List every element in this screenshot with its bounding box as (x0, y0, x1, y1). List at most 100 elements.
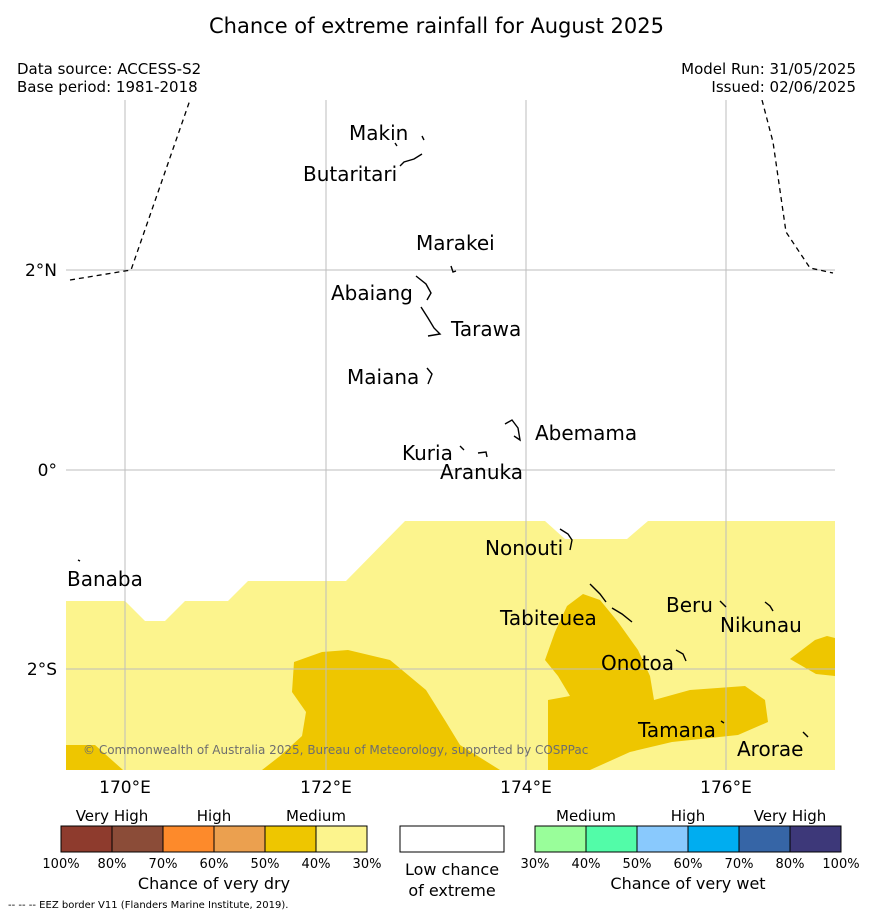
wet-tick: 80% (776, 857, 805, 872)
x-tick-label: 170°E (99, 778, 151, 798)
island-shape-banaba (77, 559, 81, 562)
model-run-text: Model Run: 31/05/2025 (681, 60, 856, 78)
neutral-legend: Low chance of extreme (399, 825, 505, 900)
dry-group-label: Very High (76, 807, 149, 825)
island-label-nikunau: Nikunau (720, 613, 802, 637)
issued-text: Issued: 02/06/2025 (711, 78, 856, 96)
legend: Very High High Medium 100% 80% 70% 60% 5… (42, 807, 860, 900)
island-shape-abaiang (415, 275, 432, 301)
wet-legend: Medium High Very High 30% 40% 50% 60% 70… (521, 807, 860, 893)
wet-swatches (534, 825, 842, 853)
island-shape-makin (394, 135, 425, 147)
island-label-tarawa: Tarawa (450, 317, 521, 341)
island-label-arorae: Arorae (737, 737, 803, 761)
island-shape-beru (719, 600, 727, 608)
wet-swatch (738, 825, 791, 853)
map-title: Chance of extreme rainfall for August 20… (209, 14, 664, 38)
eez-footnote: -- -- -- EEZ border V11 (Flanders Marine… (8, 900, 289, 911)
wet-group-label: High (671, 807, 705, 825)
medium-dry-40-50-region-east (545, 594, 768, 770)
wet-tick: 30% (521, 857, 550, 872)
island-shape-kuria (459, 445, 488, 458)
dry-tick: 80% (98, 857, 127, 872)
dry-swatch (162, 825, 215, 853)
eez-border (69, 100, 834, 281)
island-labels: Makin Butaritari Marakei Abaiang Tarawa … (67, 121, 803, 761)
axis-labels: 170°E 172°E 174°E 176°E 2°N 0° 2°S (25, 261, 752, 798)
wet-tick: 40% (572, 857, 601, 872)
island-label-butaritari: Butaritari (303, 162, 397, 186)
island-label-tabiteuea: Tabiteuea (499, 606, 597, 630)
dry-tick: 30% (353, 857, 382, 872)
x-tick-label: 172°E (300, 778, 352, 798)
island-label-tamana: Tamana (637, 718, 716, 742)
dry-legend-title: Chance of very dry (138, 874, 290, 893)
neutral-swatch (399, 825, 505, 853)
dry-tick: 40% (302, 857, 331, 872)
dry-swatch (264, 825, 317, 853)
wet-swatch (789, 825, 842, 853)
island-label-makin: Makin (349, 121, 408, 145)
dry-swatch (111, 825, 164, 853)
island-shape-tamana (720, 720, 725, 724)
wet-legend-title: Chance of very wet (610, 874, 765, 893)
wet-tick: 70% (725, 857, 754, 872)
dry-tick: 70% (149, 857, 178, 872)
map-plot-area: Makin Butaritari Marakei Abaiang Tarawa … (66, 100, 835, 770)
island-label-marakei: Marakei (416, 231, 495, 255)
island-shape-tabiteuea (589, 583, 633, 623)
copyright-text: © Commonwealth of Australia 2025, Bureau… (83, 743, 588, 757)
island-shape-tarawa (420, 306, 442, 337)
gridlines (66, 100, 835, 770)
y-tick-label: 0° (38, 461, 57, 481)
dry-legend: Very High High Medium 100% 80% 70% 60% 5… (42, 807, 381, 893)
island-shape-nikunau (764, 601, 774, 612)
island-label-aranuka: Aranuka (440, 460, 523, 484)
island-label-banaba: Banaba (67, 567, 143, 591)
island-shape-butaritari (399, 153, 423, 167)
wet-group-label: Medium (556, 807, 616, 825)
island-shape-maiana (426, 367, 433, 385)
island-label-beru: Beru (666, 593, 713, 617)
wet-swatch (585, 825, 638, 853)
x-tick-label: 176°E (700, 778, 752, 798)
medium-dry-40-50-region-west (66, 745, 123, 770)
island-label-kuria: Kuria (402, 441, 453, 465)
dry-tick: 50% (251, 857, 280, 872)
y-tick-label: 2°N (25, 261, 57, 281)
island-shape-arorae (802, 731, 809, 738)
dry-group-label: High (197, 807, 231, 825)
island-label-abemama: Abemama (535, 421, 637, 445)
neutral-legend-title-line2: of extreme (408, 881, 495, 900)
island-shape-onotoa (675, 649, 687, 662)
island-shape-abemama (504, 419, 521, 442)
dry-swatch (60, 825, 113, 853)
wet-tick: 100% (822, 857, 859, 872)
wet-tick: 60% (674, 857, 703, 872)
neutral-legend-title-line1: Low chance (405, 860, 499, 879)
wet-swatch (636, 825, 689, 853)
island-shape-marakei (450, 265, 457, 273)
x-tick-label: 174°E (500, 778, 552, 798)
dry-tick: 60% (200, 857, 229, 872)
wet-swatch (534, 825, 587, 853)
y-tick-label: 2°S (27, 660, 57, 680)
meta-left: Data source: ACCESS-S2 Base period: 1981… (17, 60, 201, 96)
island-label-maiana: Maiana (347, 365, 419, 389)
base-period-text: Base period: 1981-2018 (17, 78, 198, 96)
dry-tick: 100% (42, 857, 79, 872)
medium-dry-40-50-region-far-east (790, 636, 835, 676)
island-label-onotoa: Onotoa (601, 651, 674, 675)
island-shape-nonouti (559, 528, 573, 551)
map-canvas: Makin Butaritari Marakei Abaiang Tarawa … (25, 100, 835, 798)
wet-group-label: Very High (754, 807, 827, 825)
island-label-abaiang: Abaiang (331, 281, 413, 305)
island-label-nonouti: Nonouti (485, 536, 563, 560)
meta-right: Model Run: 31/05/2025 Issued: 02/06/2025 (681, 60, 856, 96)
medium-dry-40-50-region-south (262, 650, 500, 770)
dry-swatch (213, 825, 266, 853)
dry-swatches (60, 825, 368, 853)
data-source-text: Data source: ACCESS-S2 (17, 60, 202, 78)
wet-swatch (687, 825, 740, 853)
dry-group-label: Medium (286, 807, 346, 825)
